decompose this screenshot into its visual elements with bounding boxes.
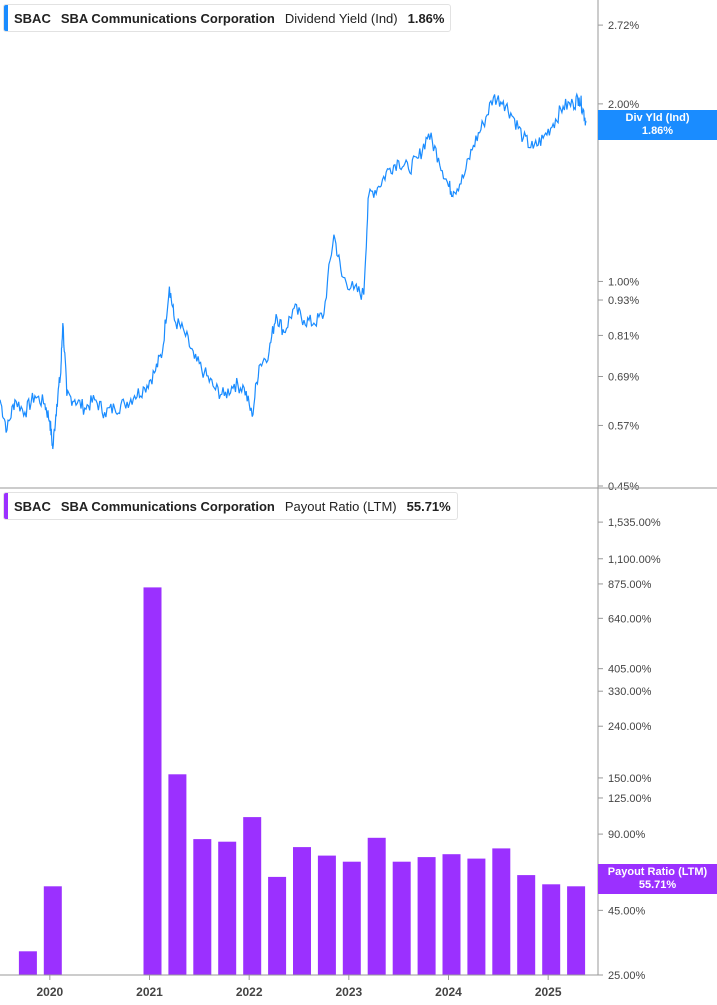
payout-tag-label: Payout Ratio (LTM) (607, 866, 708, 878)
payout-bar (517, 875, 536, 975)
payout-y-tick-label: 240.00% (608, 721, 652, 733)
payout-y-tick-label: 25.00% (608, 970, 646, 982)
yield-y-tick-label: 0.57% (608, 420, 639, 432)
yield-legend: SBAC SBA Communications Corporation Divi… (3, 4, 452, 32)
payout-tag-value: 55.71% (638, 879, 677, 891)
payout-y-tick-label: 875.00% (608, 579, 652, 591)
payout-y-tick-label: 125.00% (608, 793, 652, 805)
x-tick-label: 2025 (535, 985, 562, 999)
payout-bar (193, 839, 212, 975)
payout-bar (143, 587, 162, 975)
payout-axis: 1,535.00% 1,100.00% 875.00% 640.00% 405.00% 3… (598, 517, 661, 982)
yield-y-tick-label: 2.00% (608, 99, 639, 111)
payout-bar (43, 886, 62, 975)
yield-y-tick-label: 1.00% (608, 276, 639, 288)
yield-current-tag: Div Yld (Ind) 1.86% (598, 110, 717, 140)
payout-legend-ticker: SBAC (14, 498, 51, 514)
payout-bar (567, 886, 586, 975)
yield-tag-value: 1.86% (641, 125, 674, 137)
payout-bar (268, 876, 287, 975)
yield-y-tick-label: 0.93% (608, 295, 639, 307)
payout-bar (417, 857, 436, 975)
x-tick-label: 2023 (335, 985, 362, 999)
x-tick-label: 2021 (136, 985, 163, 999)
yield-plot (0, 92, 587, 450)
yield-legend-company: SBA Communications Corporation (60, 10, 275, 26)
payout-y-tick-label: 45.00% (608, 905, 646, 917)
payout-bar (218, 841, 237, 975)
payout-bar (367, 837, 386, 975)
payout-bar (317, 855, 336, 975)
payout-y-tick-label: 330.00% (608, 686, 652, 698)
payout-y-tick-label: 1,100.00% (608, 554, 661, 566)
payout-bar (342, 861, 361, 975)
payout-current-tag: Payout Ratio (LTM) 55.71% (598, 864, 717, 894)
payout-bar (467, 858, 486, 975)
yield-swatch-icon (4, 5, 8, 31)
payout-legend-company: SBA Communications Corporation (60, 498, 275, 514)
payout-y-tick-label: 1,535.00% (608, 517, 661, 529)
yield-y-tick-label: 0.81% (608, 330, 639, 342)
yield-legend-metric: Dividend Yield (Ind) (284, 10, 398, 26)
payout-bar (243, 817, 262, 975)
x-tick-label: 2022 (236, 985, 263, 999)
payout-legend-value: 55.71% (406, 498, 451, 514)
payout-swatch-icon (4, 493, 8, 519)
payout-bar (293, 847, 311, 975)
yield-y-tick-label: 0.69% (608, 371, 639, 383)
payout-plot (18, 587, 586, 975)
payout-y-tick-label: 90.00% (608, 829, 646, 841)
payout-y-tick-label: 640.00% (608, 613, 652, 625)
yield-legend-value: 1.86% (407, 10, 445, 26)
payout-bar (542, 884, 561, 975)
yield-legend-ticker: SBAC (14, 10, 51, 26)
payout-y-tick-label: 150.00% (608, 773, 652, 785)
yield-y-tick-label: 2.72% (608, 20, 639, 32)
x-axis: 2020 2021 2022 2023 2024 2025 (36, 975, 562, 999)
yield-y-tick-label: 0.45% (608, 481, 639, 493)
x-tick-label: 2020 (36, 985, 63, 999)
yield-axis: 2.72% 2.00% 1.00% 0.93% 0.81% 0.69% 0.57% 0.45% (598, 20, 639, 493)
x-tick-label: 2024 (435, 985, 462, 999)
payout-legend: SBAC SBA Communications Corporation Payo… (3, 492, 458, 520)
yield-series-line (0, 92, 587, 450)
payout-bar (442, 854, 461, 975)
payout-bar (18, 951, 37, 975)
payout-bar (168, 774, 187, 975)
yield-tag-label: Div Yld (Ind) (625, 112, 690, 124)
payout-legend-metric: Payout Ratio (LTM) (284, 498, 397, 514)
payout-bar (492, 848, 511, 975)
payout-bar (392, 861, 411, 975)
payout-y-tick-label: 405.00% (608, 664, 652, 676)
